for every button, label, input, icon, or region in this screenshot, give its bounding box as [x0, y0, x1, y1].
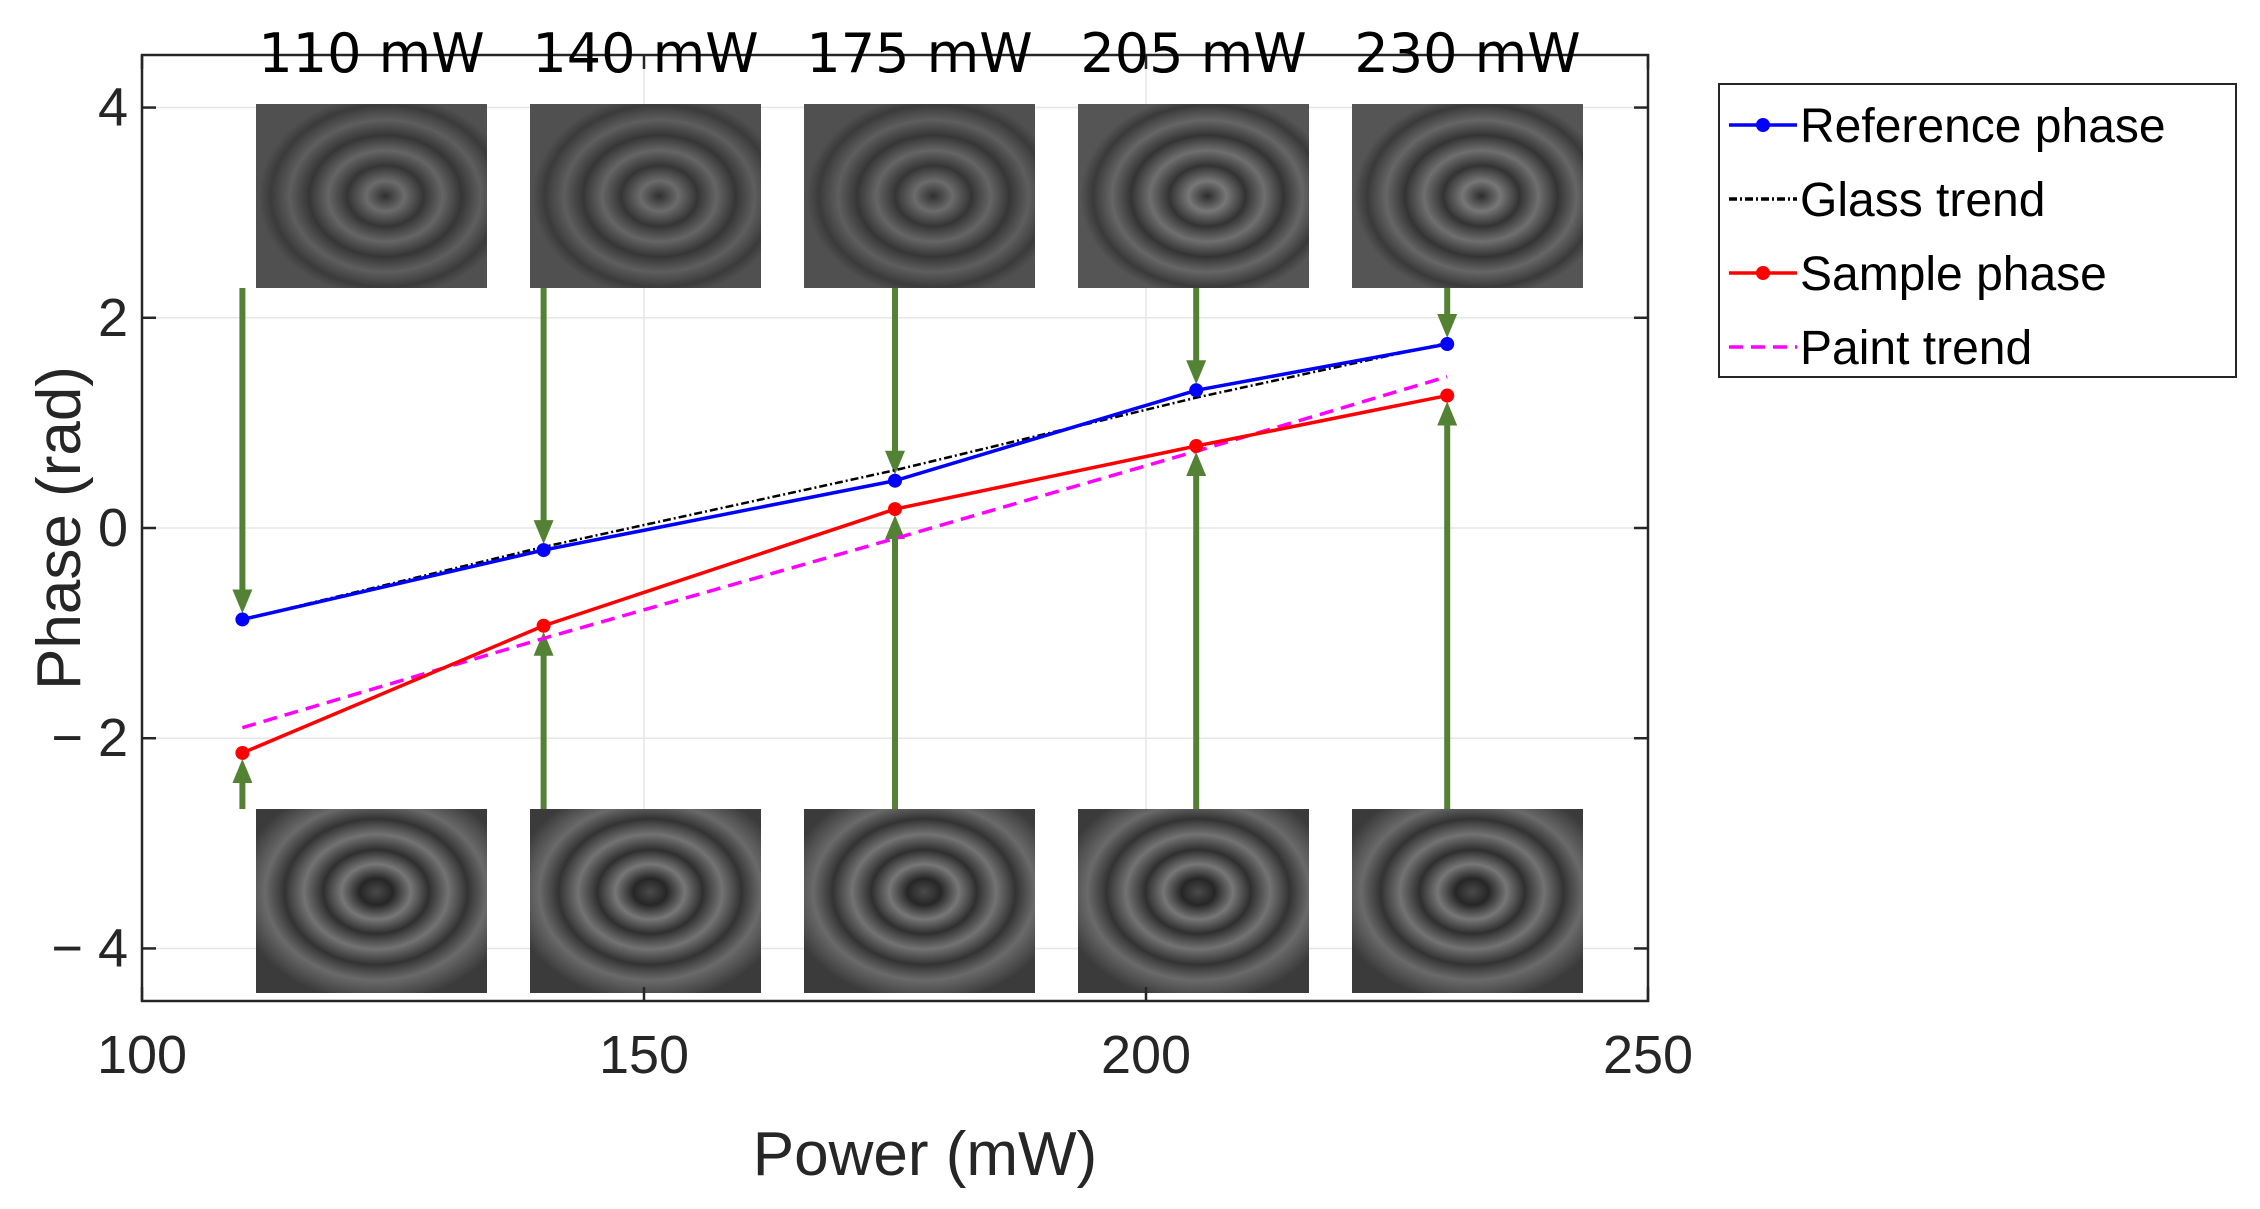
legend-box — [1718, 83, 2237, 378]
power-label: 175 mW — [806, 22, 1032, 85]
arrow-head — [533, 631, 554, 656]
legend-label: Glass trend — [1800, 174, 2045, 227]
legend-entry: Glass trend — [1729, 174, 2045, 227]
arrow-head — [232, 758, 253, 783]
y-axis-title: Phase (rad) — [25, 366, 94, 690]
arrow-head — [1186, 452, 1207, 477]
fringe-image-bottom-rings — [1352, 809, 1583, 993]
legend-label: Sample phase — [1800, 248, 2107, 301]
arrow-down — [232, 288, 253, 614]
fringe-image-top — [1352, 104, 1583, 288]
legend: Reference phase Glass trend Sample phase Pa… — [1718, 83, 2237, 378]
fringe-image-top-rings — [804, 104, 1035, 288]
fringe-image-bottom — [1078, 809, 1309, 993]
y-tick-label: − 2 — [51, 708, 128, 768]
green-arrows — [232, 288, 1458, 809]
arrow-up — [1186, 452, 1207, 809]
y-tick-label: − 4 — [51, 918, 128, 978]
fringe-image-bottom — [256, 809, 487, 993]
y-tick-label: 0 — [98, 498, 128, 558]
fringe-image-bottom-rings — [1078, 809, 1309, 993]
legend-label: Paint trend — [1800, 322, 2032, 375]
arrow-head — [885, 515, 905, 540]
y-tick-label: 4 — [98, 78, 128, 138]
fringe-image-top — [530, 104, 761, 288]
x-tick-label: 250 — [1603, 1025, 1693, 1085]
legend-marker — [1756, 118, 1770, 132]
data-point — [536, 543, 551, 558]
fringe-image-bottom-rings — [804, 809, 1035, 993]
data-point — [1189, 383, 1204, 398]
fringe-image-bottom-rings — [256, 809, 487, 993]
arrow-head — [1186, 360, 1207, 385]
arrow-head — [885, 450, 905, 475]
data-point — [1440, 337, 1455, 352]
x-axis-title: Power (mW) — [753, 1120, 1097, 1189]
arrow-up — [232, 758, 253, 809]
axis-ticks — [140, 55, 1650, 1001]
legend-entry: Sample phase — [1729, 248, 2107, 301]
fringe-images — [256, 104, 1583, 993]
legend-entry: Paint trend — [1729, 322, 2032, 375]
arrow-head — [1437, 401, 1458, 426]
arrow-up — [1437, 401, 1458, 809]
fringe-image-top-rings — [1078, 104, 1309, 288]
arrow-down — [1186, 288, 1207, 385]
data-point — [235, 612, 250, 627]
data-point — [1189, 439, 1204, 454]
arrow-down — [1437, 288, 1458, 339]
power-label: 230 mW — [1354, 22, 1580, 85]
legend-label: Reference phase — [1800, 100, 2166, 153]
x-tick-label: 150 — [599, 1025, 689, 1085]
fringe-image-top — [804, 104, 1035, 288]
power-label: 110 mW — [258, 22, 484, 85]
tick-labels: 100 150 200 250 4 2 0 − 2 − 4 — [51, 78, 1693, 1085]
legend-entry: Reference phase — [1729, 100, 2166, 153]
data-point — [536, 618, 551, 633]
arrow-down — [533, 288, 554, 545]
fringe-image-bottom — [530, 809, 761, 993]
arrow-head — [1437, 314, 1458, 339]
fringe-image-top-rings — [1352, 104, 1583, 288]
fringe-image-bottom-rings — [530, 809, 761, 993]
data-point — [1440, 388, 1455, 403]
power-labels: 110 mW 140 mW 175 mW 205 mW 230 mW — [258, 22, 1580, 85]
arrow-head — [232, 589, 253, 614]
fringe-image-bottom — [1352, 809, 1583, 993]
power-label: 205 mW — [1080, 22, 1306, 85]
fringe-image-bottom — [804, 809, 1035, 993]
x-tick-label: 200 — [1101, 1025, 1191, 1085]
arrow-down — [885, 288, 905, 475]
legend-marker — [1756, 266, 1770, 280]
series-lines — [235, 337, 1455, 760]
arrow-up — [885, 515, 905, 809]
data-point — [888, 473, 902, 488]
legend-items: Reference phase Glass trend Sample phase Pa… — [1729, 100, 2166, 375]
x-tick-label: 100 — [97, 1025, 187, 1085]
data-point — [888, 502, 902, 517]
arrow-head — [533, 520, 554, 545]
arrow-up — [533, 631, 554, 809]
y-tick-label: 2 — [98, 288, 128, 348]
data-point — [235, 745, 250, 760]
fringe-image-top — [256, 104, 487, 288]
fringe-image-top — [1078, 104, 1309, 288]
power-label: 140 mW — [532, 22, 758, 85]
fringe-image-top-rings — [530, 104, 761, 288]
fringe-image-top-rings — [256, 104, 487, 288]
